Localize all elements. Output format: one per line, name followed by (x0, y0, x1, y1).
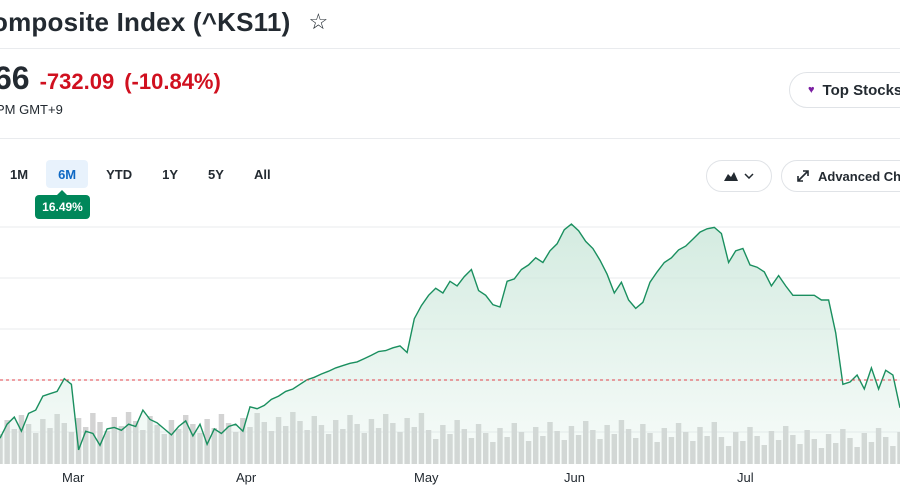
quote-divider (0, 138, 900, 139)
x-tick-label: Jun (564, 470, 585, 485)
expand-arrows-icon (797, 170, 809, 182)
index-title: omposite Index (^KS11) (0, 6, 291, 37)
mountain-chart-icon (724, 172, 738, 181)
tab-1y[interactable]: 1Y (162, 166, 179, 182)
price-line (0, 223, 900, 451)
tab-1m[interactable]: 1M (10, 166, 29, 182)
volume-bar (204, 419, 210, 464)
chart-type-button[interactable] (706, 160, 772, 192)
price-chart[interactable]: Mar Apr May Jun Jul (0, 218, 900, 500)
price-area (0, 224, 900, 464)
advanced-chart-label: Advanced Ch (818, 168, 900, 184)
volume-bar (97, 422, 103, 464)
page-header: omposite Index (^KS11) ☆ (0, 4, 328, 40)
x-tick-label: Mar (62, 470, 85, 485)
tab-all[interactable]: All (253, 166, 271, 182)
tab-6m[interactable]: 6M (46, 160, 89, 188)
price-change-percent: (-10.84%) (124, 69, 221, 94)
x-tick-label: Apr (236, 470, 257, 485)
heart-icon: ♥ (808, 84, 815, 96)
range-tabs: 1M 6M YTD 1Y 5Y All (0, 160, 283, 188)
price-change: -732.09 (39, 69, 115, 94)
performance-badge: 16.49% (35, 190, 90, 219)
top-stocks-button[interactable]: ♥ Top Stocks (789, 72, 900, 108)
volume-bar (75, 418, 82, 464)
advanced-chart-button[interactable]: Advanced Ch (781, 160, 900, 192)
x-tick-label: Jul (737, 470, 754, 485)
top-stocks-label: Top Stocks (822, 81, 900, 99)
header-divider (0, 48, 900, 49)
x-tick-label: May (414, 470, 439, 485)
tab-5y[interactable]: 5Y (208, 166, 224, 182)
price-value: 66 (0, 60, 30, 96)
star-outline-icon[interactable]: ☆ (308, 9, 329, 34)
chevron-down-icon (744, 173, 754, 179)
tab-ytd[interactable]: YTD (106, 166, 133, 182)
market-time: PM GMT+9 (0, 102, 63, 117)
quote-row: 66 -732.09 (-10.84%) (0, 60, 221, 97)
